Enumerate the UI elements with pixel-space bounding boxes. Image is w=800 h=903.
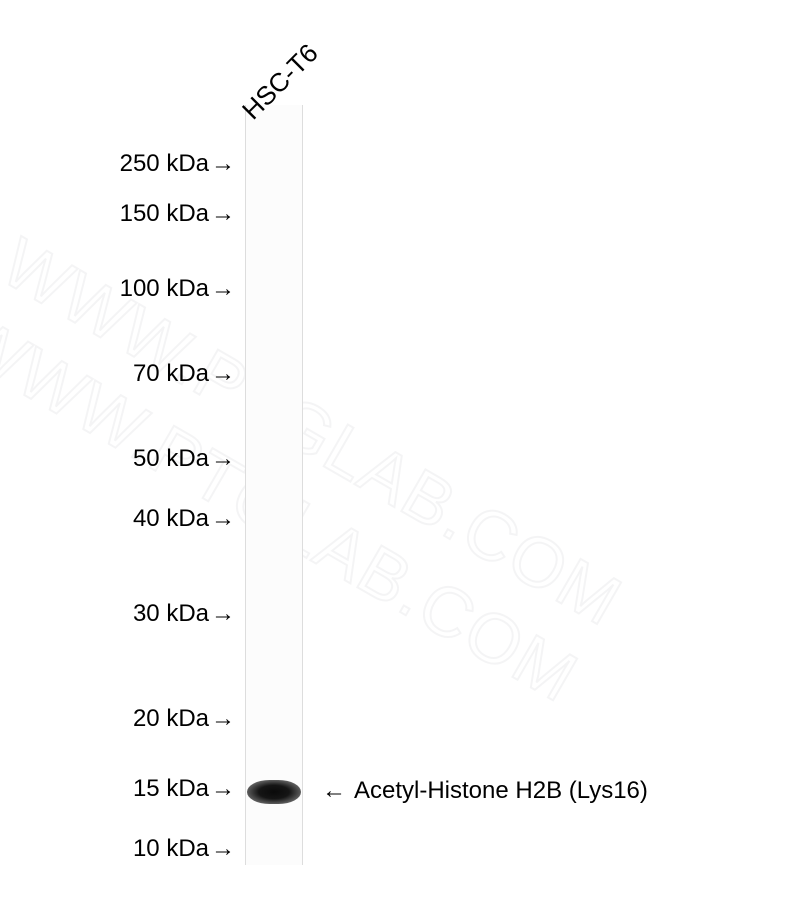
arrow-right-icon: → — [211, 360, 235, 388]
mw-marker: 20 kDa→ — [133, 705, 235, 733]
mw-marker: 50 kDa→ — [133, 445, 235, 473]
mw-marker-text: 70 kDa — [133, 360, 209, 387]
mw-marker: 15 kDa→ — [133, 775, 235, 803]
protein-band — [247, 780, 301, 804]
arrow-right-icon: → — [211, 150, 235, 178]
mw-marker: 100 kDa→ — [120, 275, 235, 303]
mw-marker-text: 10 kDa — [133, 835, 209, 862]
mw-marker: 70 kDa→ — [133, 360, 235, 388]
mw-marker-text: 15 kDa — [133, 775, 209, 802]
band-annotation: ← Acetyl-Histone H2B (Lys16) — [322, 777, 648, 805]
mw-marker-text: 100 kDa — [120, 275, 209, 302]
blot-lane — [245, 105, 303, 865]
arrow-right-icon: → — [211, 600, 235, 628]
band-annotation-text: Acetyl-Histone H2B (Lys16) — [354, 777, 648, 804]
mw-marker-text: 20 kDa — [133, 705, 209, 732]
mw-marker: 10 kDa→ — [133, 835, 235, 863]
mw-marker-text: 150 kDa — [120, 200, 209, 227]
mw-marker: 250 kDa→ — [120, 150, 235, 178]
arrow-right-icon: → — [211, 775, 235, 803]
arrow-right-icon: → — [211, 505, 235, 533]
arrow-right-icon: → — [211, 200, 235, 228]
mw-marker: 30 kDa→ — [133, 600, 235, 628]
blot-figure: WWW.PTGLAB.COM WWW.PTGLAB.COM HSC-T6 250… — [0, 0, 800, 903]
arrow-right-icon: → — [211, 445, 235, 473]
arrow-right-icon: → — [211, 275, 235, 303]
mw-marker-text: 250 kDa — [120, 150, 209, 177]
mw-marker-text: 40 kDa — [133, 505, 209, 532]
mw-marker: 40 kDa→ — [133, 505, 235, 533]
watermark-line: WWW.PTGLAB.COM — [0, 219, 637, 645]
mw-marker-text: 50 kDa — [133, 445, 209, 472]
mw-marker-text: 30 kDa — [133, 600, 209, 627]
arrow-right-icon: → — [211, 835, 235, 863]
watermark: WWW.PTGLAB.COM WWW.PTGLAB.COM — [0, 219, 637, 721]
arrow-left-icon: ← — [322, 777, 346, 805]
mw-marker: 150 kDa→ — [120, 200, 235, 228]
arrow-right-icon: → — [211, 705, 235, 733]
